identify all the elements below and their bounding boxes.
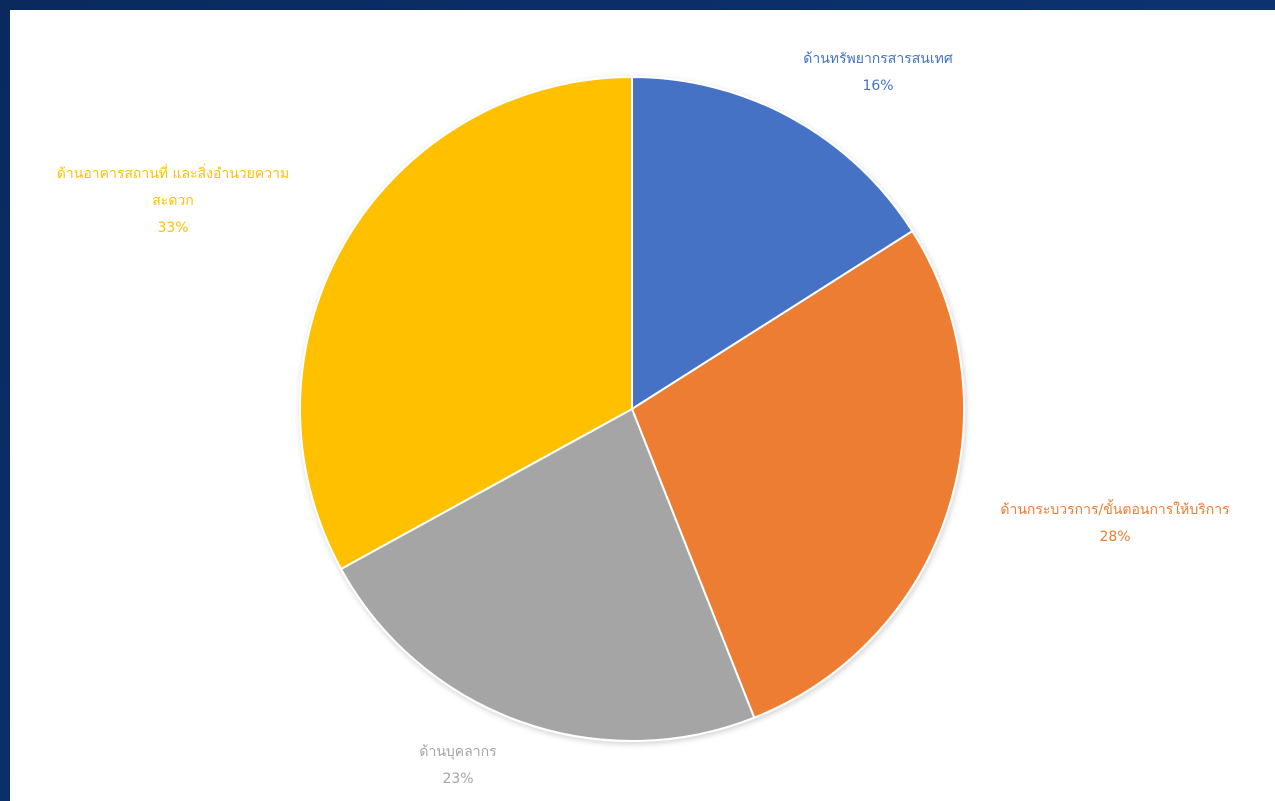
pie-slice-2 (630, 229, 965, 719)
slice-value-label-1: 16% (862, 78, 893, 94)
chart-panel: ด้านทรัพยากรสารสนเทศ 16% ด้านกระบวรการ/ขั้… (10, 10, 1275, 801)
slice-label-3: ด้านบุคลากร (419, 744, 497, 760)
slice-value-label-2: 28% (1099, 529, 1130, 545)
pie-slices (299, 75, 965, 742)
slice-value-label-4: 33% (157, 220, 188, 236)
slice-label-1: ด้านทรัพยากรสารสนเทศ (803, 51, 953, 67)
slice-label-4-line-2: สะดวก (152, 193, 194, 209)
slice-label-4-line-1: ด้านอาคารสถานที่ และสิ่งอำนวยความ (57, 164, 289, 182)
pie-slice-4 (299, 75, 633, 571)
slice-value-label-3: 23% (442, 771, 473, 787)
pie-labels: ด้านทรัพยากรสารสนเทศ 16% ด้านกระบวรการ/ขั้… (57, 51, 1230, 787)
pie-slice-3 (339, 407, 756, 742)
pie-slice-1 (631, 75, 914, 411)
pie-chart: ด้านทรัพยากรสารสนเทศ 16% ด้านกระบวรการ/ขั้… (57, 51, 1230, 787)
slice-label-2: ด้านกระบวรการ/ขั้นตอนการให้บริการ (1000, 499, 1230, 518)
